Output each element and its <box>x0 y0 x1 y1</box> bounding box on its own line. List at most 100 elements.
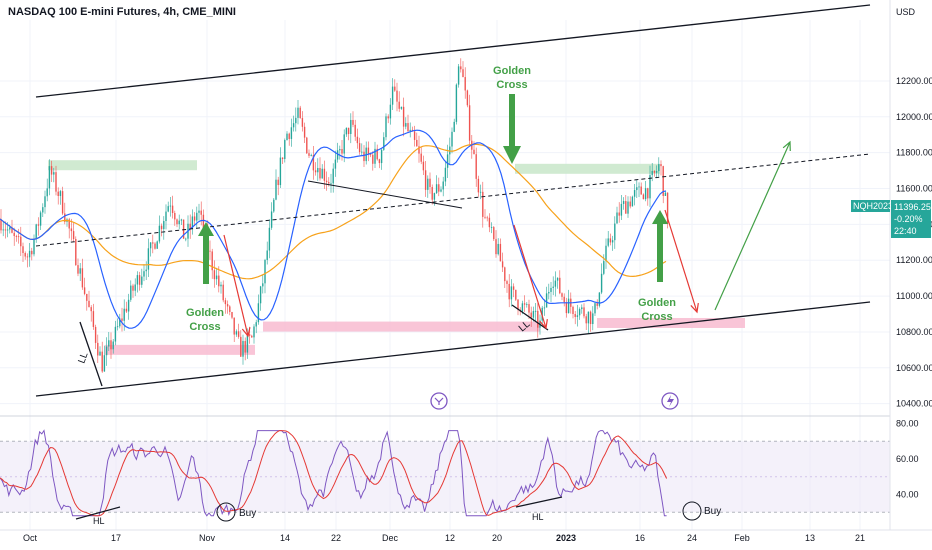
candle-body <box>462 69 464 78</box>
candle-body <box>578 309 581 316</box>
candle-body <box>141 276 143 285</box>
candle-body <box>328 182 330 184</box>
candle-body <box>585 316 587 324</box>
candle-body <box>660 164 662 167</box>
rsi-tick-label: 40.00 <box>896 490 919 500</box>
price-tag: NQH2023 11396.25 -0.20% 22:40 <box>851 200 931 238</box>
candle-body <box>264 259 266 284</box>
price-tag-value: 11396.25 <box>894 202 931 212</box>
candle-body <box>237 331 240 337</box>
candle-body <box>314 170 317 173</box>
candle-body <box>548 291 550 294</box>
rsi-pane <box>0 429 890 517</box>
candle-body <box>559 277 561 294</box>
candle-body <box>521 303 524 312</box>
candle-body <box>189 223 191 229</box>
candle-body <box>251 335 253 338</box>
candle-body <box>495 239 497 255</box>
golden-cross-3-line2: Cross <box>641 311 672 323</box>
candle-body <box>286 133 288 141</box>
time-tick-label: 22 <box>331 533 341 543</box>
candle-body <box>132 285 134 291</box>
candle-body <box>262 283 264 287</box>
candle-body <box>292 123 295 128</box>
green-projection-arrow <box>714 140 791 311</box>
candle-body <box>508 283 510 300</box>
candle-body <box>515 289 517 300</box>
candle-body <box>616 212 618 224</box>
candle-body <box>332 168 334 184</box>
candle-body <box>70 228 73 232</box>
candle-body <box>35 224 37 239</box>
candle-body <box>512 286 515 290</box>
candle-body <box>130 285 132 300</box>
candle-body <box>405 123 407 127</box>
candle-body <box>625 201 627 214</box>
time-tick-label: 16 <box>635 533 645 543</box>
time-axis[interactable]: Oct 17 Nov 14 22 Dec 12 20 2023 16 24 Feb 13 21 <box>23 533 865 543</box>
candle-body <box>79 268 81 274</box>
candle-body <box>631 196 634 207</box>
candle-body <box>627 201 629 214</box>
rsi-ma-line <box>0 430 668 517</box>
candle-body <box>143 271 145 277</box>
candle-body <box>605 245 607 262</box>
candle-body <box>224 300 227 305</box>
candle-body <box>149 242 152 249</box>
candle-body <box>103 355 106 372</box>
ma-blue-line <box>0 129 667 329</box>
price-tag-countdown: 22:40 <box>894 226 917 236</box>
candle-body <box>587 311 590 324</box>
candle-body <box>165 211 167 222</box>
candle-body <box>273 199 275 212</box>
golden-cross-2-line2: Cross <box>496 79 527 91</box>
candle-body <box>202 214 205 233</box>
candle-body <box>46 188 48 197</box>
candle-body <box>147 248 150 270</box>
trendline-dec <box>307 180 463 209</box>
candle-body <box>446 154 449 168</box>
candle-body <box>347 127 350 135</box>
candle-body <box>26 256 29 258</box>
candle-body <box>99 351 101 356</box>
buy-circle-2 <box>682 501 702 521</box>
candle-body <box>77 265 79 274</box>
candle-body <box>108 340 110 347</box>
candle-body <box>534 310 537 312</box>
rsi-axis-ticks: 40.00 60.00 80.00 <box>896 419 919 500</box>
candle-body <box>226 304 229 307</box>
chart-title: NASDAQ 100 E-mini Futures, 4h, CME_MINI <box>8 6 236 18</box>
price-axis[interactable] <box>890 0 932 550</box>
candle-body <box>644 188 647 200</box>
candle-body <box>253 326 255 338</box>
candle-body <box>50 166 53 175</box>
candle-body <box>433 193 436 200</box>
candle-body <box>75 239 77 266</box>
price-tick-label: 12200.00 <box>896 76 932 86</box>
candle-body <box>398 101 400 109</box>
lightning-icon[interactable] <box>661 392 679 410</box>
candle-body <box>380 149 383 164</box>
candle-body <box>196 212 198 221</box>
time-tick-label: 20 <box>492 533 502 543</box>
event-icon-1[interactable] <box>430 392 448 410</box>
candle-body <box>325 180 328 183</box>
candle-body <box>72 231 75 240</box>
channel-lower-line <box>35 301 871 397</box>
candle-body <box>231 311 233 318</box>
candle-body <box>361 151 363 153</box>
candle-body <box>92 311 95 327</box>
buy-label-1: Buy <box>239 508 256 519</box>
candle-body <box>97 342 99 356</box>
candle-body <box>352 119 354 125</box>
price-tick-label: 12000.00 <box>896 112 932 122</box>
candle-body <box>55 172 57 192</box>
candle-body <box>387 116 389 119</box>
candle-body <box>435 184 438 194</box>
candle-body <box>334 159 337 169</box>
candle-body <box>636 187 638 191</box>
candle-body <box>504 267 506 282</box>
price-tick-label: 10800.00 <box>896 327 932 337</box>
candle-body <box>81 268 84 288</box>
candle-body <box>83 287 86 294</box>
